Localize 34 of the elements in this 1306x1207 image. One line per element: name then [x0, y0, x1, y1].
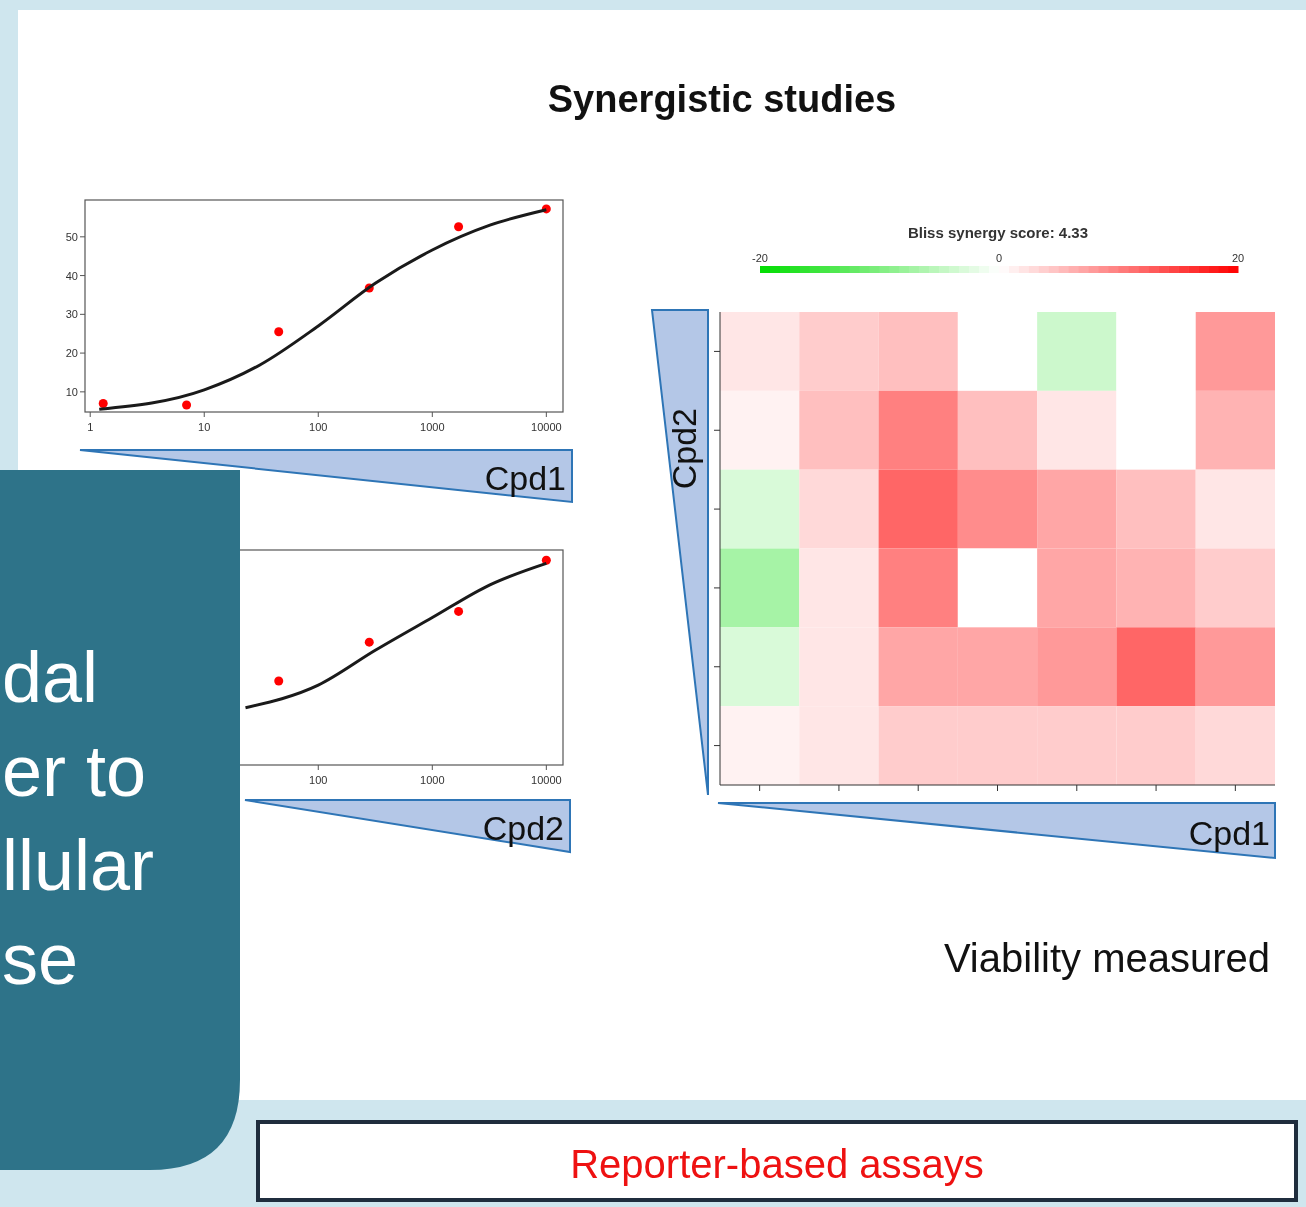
- text: llular: [2, 825, 155, 905]
- text: Synergistic studies: [547, 78, 897, 120]
- point: [274, 327, 284, 337]
- point: [364, 637, 374, 647]
- x-tick-label: 10000: [531, 774, 562, 786]
- color-bar-label: 20: [1231, 252, 1245, 264]
- annotation: dal: [2, 637, 99, 717]
- point: [454, 222, 464, 232]
- color-bar-title: Bliss synergy score: 4.33: [907, 224, 1089, 241]
- annotation: er to: [2, 731, 147, 811]
- point: [98, 398, 108, 408]
- text: Viability measured: [943, 936, 1270, 980]
- y-axis-title: Cpd2: [665, 408, 703, 490]
- x-tick-label: 100: [309, 421, 328, 433]
- text: Reporter-based assays: [570, 1142, 984, 1186]
- text: se: [2, 919, 79, 999]
- x-tick-label: 10000: [531, 421, 562, 433]
- x-tick-label: 1: [87, 421, 94, 433]
- x-tick-label: 1000: [420, 774, 445, 786]
- color-bar-label: -20: [752, 252, 768, 264]
- y-tick-label: 10: [65, 385, 78, 398]
- y-tick-label: 40: [65, 269, 78, 282]
- x-tick-label: 10: [198, 421, 211, 433]
- x-axis-title: Cpd1: [484, 459, 566, 497]
- point: [454, 606, 464, 616]
- x-tick-label: 1000: [420, 421, 445, 433]
- x-axis-title: Cpd1: [1188, 814, 1270, 852]
- y-tick-label: 50: [65, 230, 78, 243]
- x-axis-title: Cpd2: [482, 809, 564, 847]
- color-bar-label: 0: [995, 252, 1003, 264]
- y-tick-label: 30: [65, 308, 78, 321]
- point: [274, 676, 284, 686]
- y-tick-label: 20: [65, 347, 78, 360]
- x-tick-label: 100: [309, 774, 328, 786]
